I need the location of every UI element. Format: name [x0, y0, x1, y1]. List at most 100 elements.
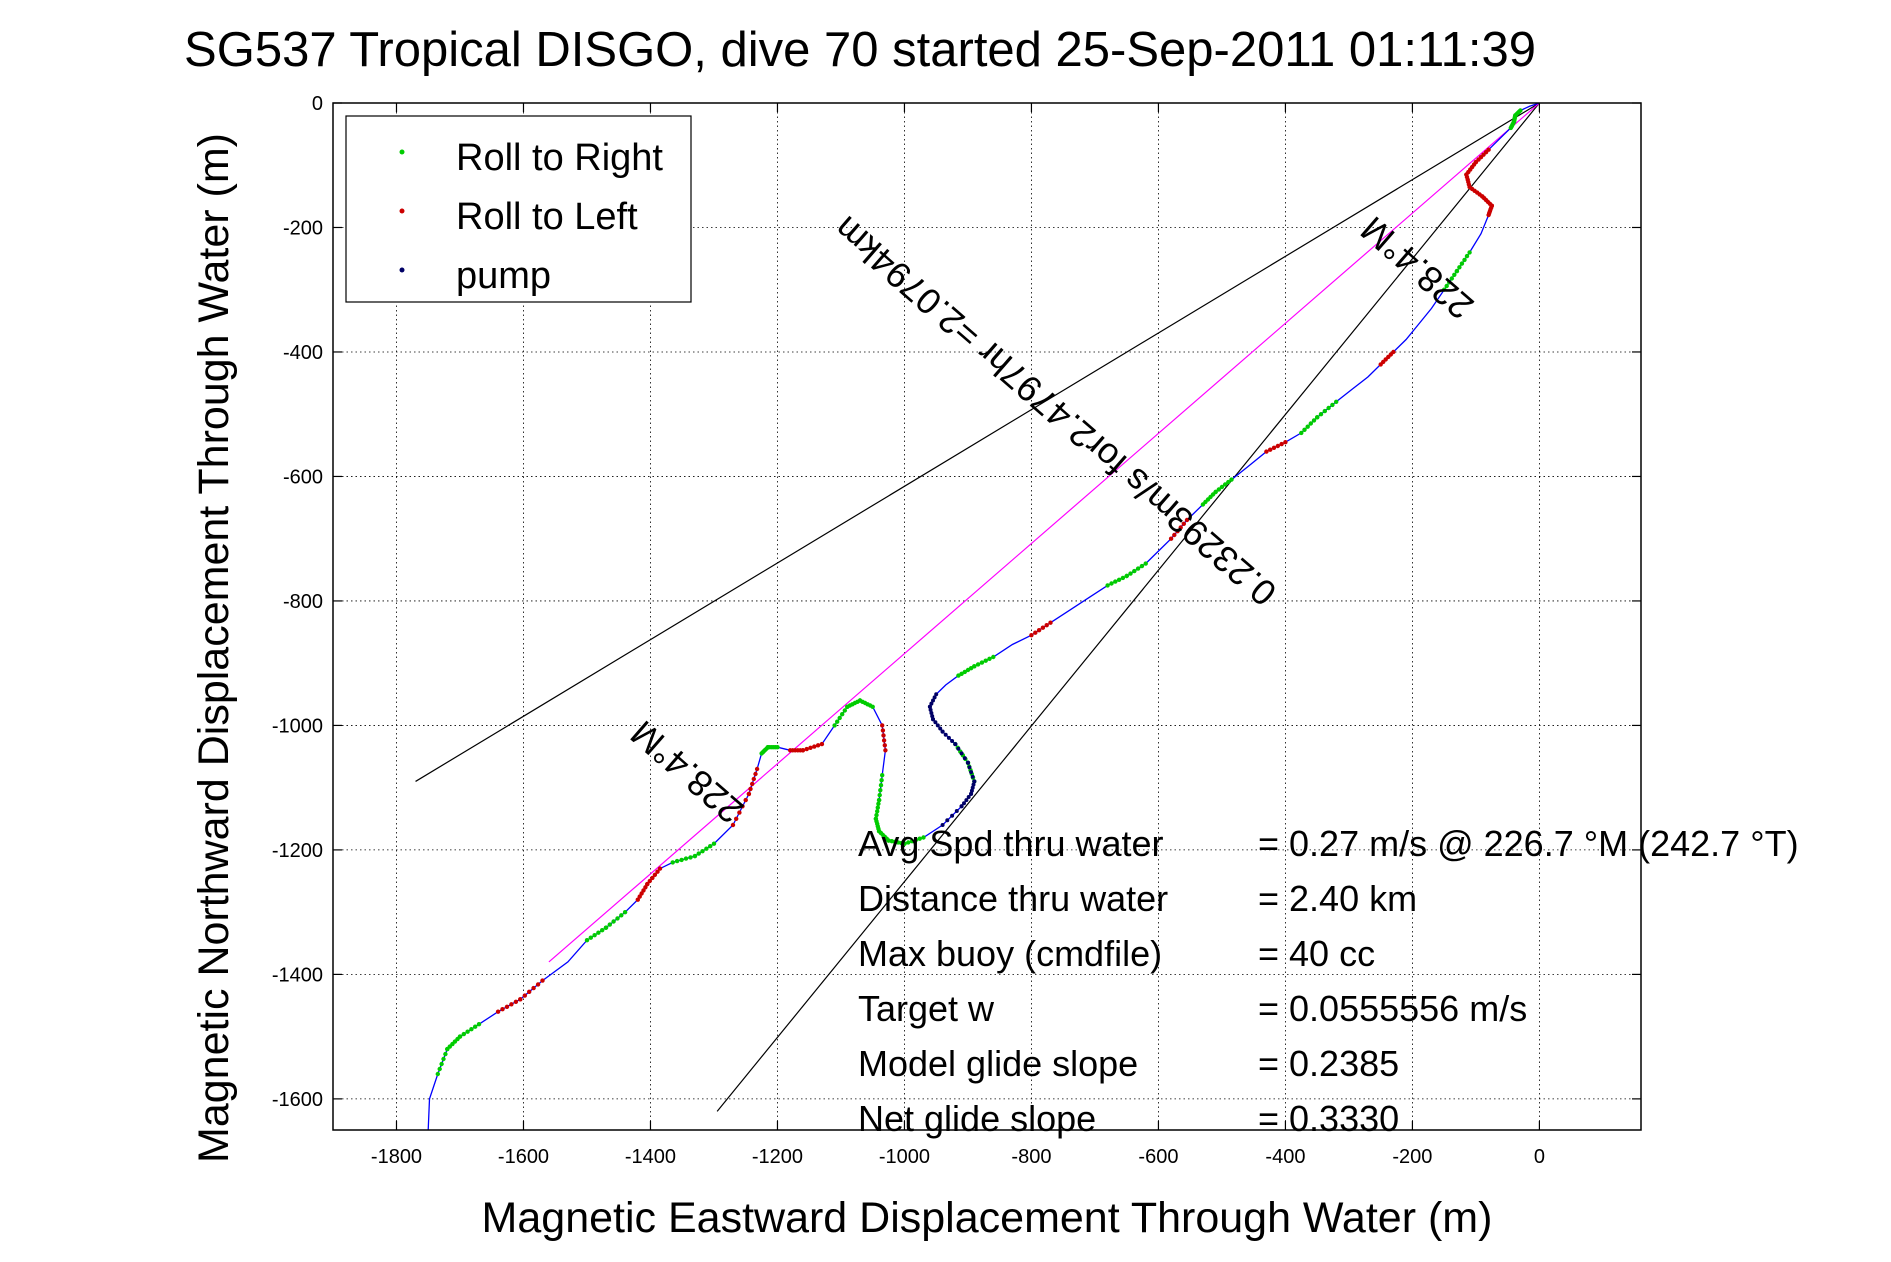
roll-right-point	[962, 669, 967, 675]
pump-point	[959, 751, 964, 756]
roll-left-point	[1181, 521, 1187, 526]
roll-left-point	[1486, 147, 1491, 152]
stats-block: Avg Spd thru water = 0.27 m/s @ 226.7 °M…	[858, 823, 1799, 1139]
pump-point	[931, 698, 935, 703]
roll-right-point	[921, 835, 926, 840]
roll-left-point	[804, 746, 809, 752]
pump-point	[945, 818, 950, 823]
x-tick-label: -1800	[371, 1146, 422, 1168]
roll-right-point	[840, 712, 845, 717]
pump-point	[964, 798, 969, 803]
roll-left-point	[1275, 443, 1281, 449]
roll-right-point	[596, 930, 601, 935]
x-tick-label: -1600	[498, 1146, 549, 1168]
roll-right-point	[875, 809, 880, 814]
pump-point	[956, 746, 961, 751]
roll-left-point	[800, 748, 806, 753]
stat-label-model-glide: Model glide slope	[858, 1043, 1138, 1084]
roll-right-point	[877, 792, 882, 798]
roll-right-point	[600, 928, 605, 933]
pump-point	[959, 804, 964, 809]
roll-right-point	[1315, 415, 1320, 420]
roll-left-point	[531, 985, 536, 991]
stat-label-distance: Distance thru water	[858, 878, 1168, 919]
x-tick-label: -600	[1138, 1146, 1178, 1168]
roll-right-point	[1213, 489, 1218, 495]
pump-point	[943, 732, 948, 737]
roll-right-point	[588, 935, 593, 940]
x-tick-label: -200	[1392, 1146, 1432, 1168]
roll-right-point	[1216, 487, 1222, 492]
roll-left-point	[1264, 449, 1269, 454]
pump-point	[950, 813, 955, 818]
roll-right-point	[603, 925, 609, 930]
pump-point	[935, 723, 940, 728]
roll-left-point	[819, 741, 825, 747]
roll-left-point	[1029, 633, 1034, 638]
pump-point	[962, 756, 967, 761]
roll-right-point	[1322, 408, 1328, 414]
roll-right-point	[1124, 573, 1129, 579]
stat-value-net-glide: = 0.3330	[1258, 1098, 1399, 1139]
stat-value-distance: = 2.40 km	[1258, 878, 1417, 919]
roll-right-point	[1305, 424, 1310, 429]
roll-right-point	[1105, 583, 1110, 588]
roll-left-point	[743, 797, 748, 803]
roll-right-point	[674, 858, 680, 864]
stat-label-max-buoy: Max buoy (cmdfile)	[858, 933, 1162, 974]
roll-right-point	[906, 840, 911, 845]
plot-frame	[332, 102, 1642, 1131]
legend-label-roll-right: Roll to Right	[456, 137, 663, 179]
roll-right-point	[775, 745, 780, 750]
pump-point	[969, 770, 974, 775]
roll-right-point	[832, 723, 837, 728]
roll-right-point	[1457, 265, 1462, 270]
roll-left-point	[504, 1004, 510, 1009]
roll-right-point	[842, 708, 847, 713]
roll-left-point	[1271, 445, 1277, 450]
y-tick-label: -200	[283, 217, 323, 239]
roll-right-point	[1449, 276, 1455, 281]
roll-left-point	[500, 1007, 505, 1012]
roll-right-point	[469, 1027, 474, 1032]
roll-right-point	[917, 836, 922, 841]
roll-left-point	[881, 738, 887, 743]
y-tick-label: 0	[312, 93, 323, 115]
roll-right-point	[615, 916, 620, 921]
pump-point	[972, 779, 977, 784]
roll-right-point	[1518, 108, 1523, 113]
roll-right-point	[1302, 427, 1307, 432]
pump-point	[928, 707, 933, 712]
roll-right-point	[972, 664, 977, 669]
roll-left-point	[1279, 441, 1284, 447]
roll-left-point	[1391, 349, 1396, 355]
roll-left-point	[883, 748, 888, 753]
roll-left-point	[518, 997, 523, 1002]
y-tick-label: -1000	[272, 715, 323, 737]
roll-right-point	[1132, 568, 1137, 574]
roll-left-point	[880, 728, 886, 733]
pump-point	[929, 711, 934, 715]
x-tick-label: -1000	[879, 1146, 930, 1168]
pump-point	[940, 823, 945, 827]
roll-left-point	[808, 745, 813, 750]
roll-right-point	[1226, 479, 1231, 485]
cone-line	[415, 103, 1540, 782]
pump-point	[971, 782, 976, 787]
y-tick-label: -800	[283, 591, 323, 613]
pump-point	[950, 739, 955, 743]
roll-right-point	[1459, 261, 1465, 266]
roll-left-point	[527, 989, 532, 994]
roll-right-point	[711, 841, 717, 846]
roll-right-point	[688, 855, 693, 860]
legend-marker-pump	[399, 267, 405, 273]
roll-left-point	[1044, 623, 1049, 628]
roll-right-point	[443, 1051, 448, 1057]
roll-right-point	[700, 849, 705, 854]
y-tick-label: -1600	[272, 1089, 323, 1111]
roll-right-point	[1113, 579, 1118, 584]
roll-right-point	[679, 857, 684, 863]
roll-left-point	[652, 872, 658, 877]
roll-right-point	[878, 788, 883, 793]
roll-right-point	[611, 919, 616, 924]
